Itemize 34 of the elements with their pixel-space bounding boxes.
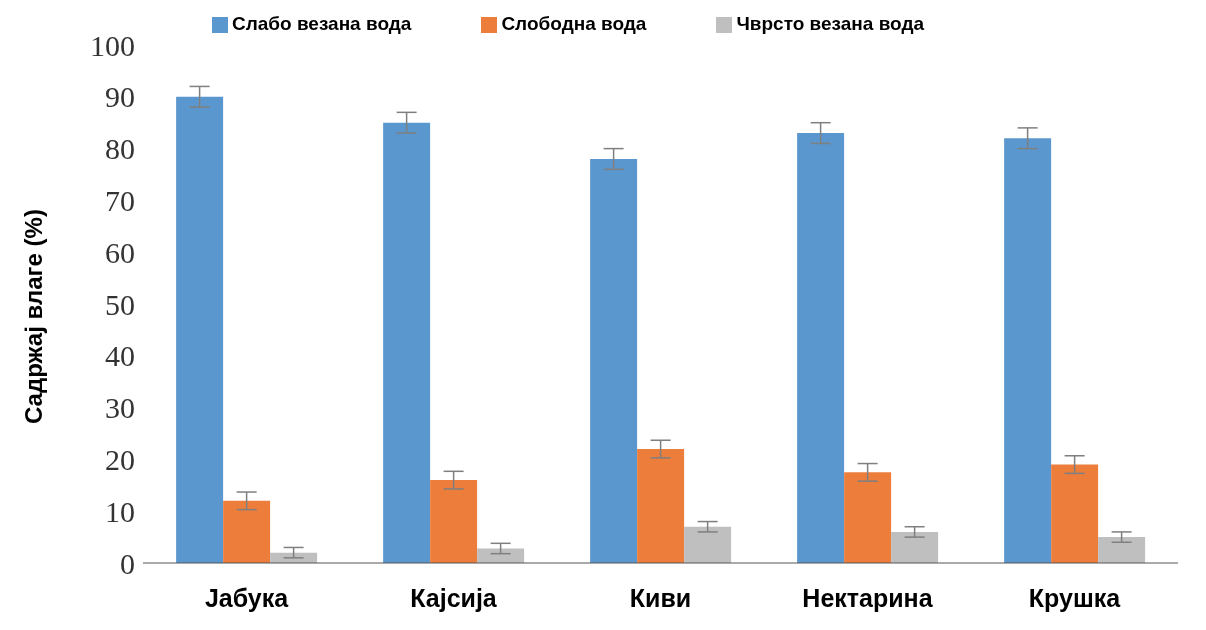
y-tick-label: 70 <box>105 184 135 218</box>
bar <box>383 122 431 563</box>
y-tick-label: 10 <box>105 494 135 528</box>
y-tick-label: 90 <box>105 80 135 114</box>
x-tick-label: Кајсија <box>410 583 498 612</box>
legend-label: Слободна вода <box>501 13 647 34</box>
bar <box>797 133 845 563</box>
x-tick-label: Нектарина <box>802 583 934 612</box>
y-tick-label: 30 <box>105 391 135 425</box>
y-tick-label: 80 <box>105 132 135 166</box>
y-tick-label: 60 <box>105 235 135 269</box>
x-tick-label: Крушка <box>1028 583 1122 612</box>
bar <box>430 480 478 563</box>
x-tick-label: Јабука <box>204 583 290 612</box>
bar <box>590 158 638 563</box>
bar <box>477 548 525 563</box>
y-tick-label: 50 <box>105 287 135 321</box>
y-tick-label: 0 <box>120 546 135 580</box>
x-tick-label: Киви <box>629 583 692 612</box>
y-tick-label: 100 <box>90 28 135 62</box>
bar <box>223 500 271 563</box>
bar <box>684 526 732 563</box>
legend-label: Слабо везана вода <box>231 13 412 34</box>
legend-label: Чврсто везана вода <box>736 13 925 34</box>
bar <box>1004 138 1052 563</box>
bar <box>844 472 892 563</box>
bar <box>637 449 685 563</box>
bar <box>176 96 224 563</box>
y-tick-label: 20 <box>105 443 135 477</box>
bar <box>1098 537 1146 563</box>
bar <box>1051 464 1099 563</box>
y-axis-title: Садржај влаге (%) <box>19 209 47 424</box>
y-tick-label: 40 <box>105 339 135 373</box>
bar <box>891 531 939 563</box>
